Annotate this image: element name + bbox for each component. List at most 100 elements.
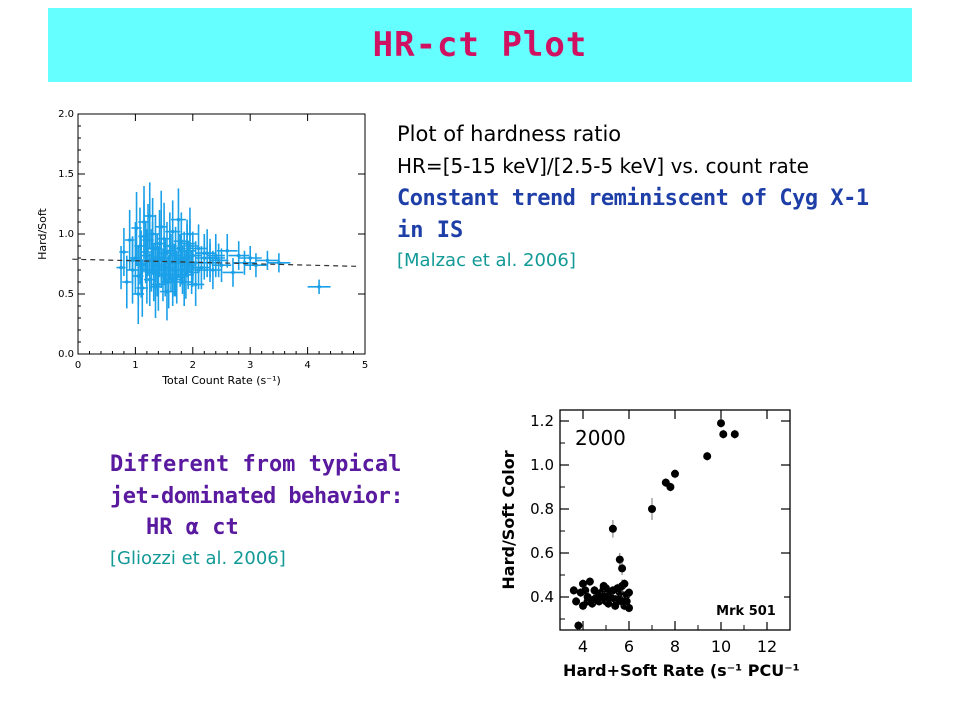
description-citation: [Malzac et al. 2006] bbox=[397, 250, 576, 271]
data-point bbox=[611, 601, 620, 610]
hardness-ratio-chart: 0 1 2 3 4 5 0.0 0.5 1.0 1.5 2.0 Total Count Rate (s… bbox=[36, 109, 368, 387]
data-point bbox=[145, 253, 149, 258]
data-point bbox=[265, 258, 270, 263]
description-line-1: Plot of hardness ratio bbox=[397, 122, 622, 146]
data-point bbox=[581, 586, 590, 595]
data-point bbox=[170, 277, 175, 282]
comparison-line-2: jet-dominated behavior: bbox=[110, 484, 404, 509]
data-point bbox=[236, 253, 241, 258]
data-point bbox=[211, 268, 215, 272]
data-point bbox=[139, 263, 143, 267]
data-point bbox=[127, 238, 132, 242]
data-point bbox=[620, 579, 629, 588]
description-line-3: Constant trend reminiscent of Cyg X-1 bbox=[397, 186, 869, 211]
hardness-ratio-plot-area: 0 1 2 3 4 5 0.0 0.5 1.0 1.5 2.0 Total Count Rate (s… bbox=[36, 109, 368, 387]
data-point bbox=[618, 597, 627, 606]
y-tick-label: 1.2 bbox=[530, 412, 554, 430]
x-axis-label: Hard+Soft Rate (s⁻¹ PCU⁻¹) bbox=[563, 661, 800, 680]
data-point bbox=[166, 280, 171, 284]
data-point bbox=[730, 430, 739, 439]
y-tick-label: 1.5 bbox=[58, 169, 74, 180]
data-point bbox=[185, 241, 189, 246]
data-point bbox=[579, 579, 587, 588]
mrk501-chart: 4 6 8 10 12 0.4 0.6 0.8 1.0 1.2 Hard+Soft Rate (s⁻… bbox=[499, 409, 800, 680]
y-tick-label: 1.0 bbox=[58, 229, 74, 240]
x-tick-label: 12 bbox=[757, 637, 777, 656]
x-tick-label: 6 bbox=[624, 637, 634, 656]
data-point bbox=[202, 251, 207, 255]
comparison-line-1: Different from typical bbox=[110, 452, 402, 477]
data-point bbox=[277, 261, 281, 265]
y-tick-label: 0.4 bbox=[530, 588, 554, 606]
data-point bbox=[188, 232, 192, 236]
data-point bbox=[216, 258, 221, 263]
data-point bbox=[719, 430, 728, 439]
data-point bbox=[585, 577, 594, 586]
data-point bbox=[150, 246, 155, 251]
data-point bbox=[317, 285, 321, 289]
data-point bbox=[569, 586, 578, 595]
x-tick-label: 8 bbox=[670, 637, 680, 656]
data-point bbox=[196, 268, 201, 272]
data-point bbox=[231, 270, 235, 275]
data-point bbox=[618, 564, 627, 573]
trend-line bbox=[72, 258, 360, 267]
data-point bbox=[159, 225, 164, 229]
data-point bbox=[671, 469, 679, 478]
description-line-4: in IS bbox=[397, 218, 464, 243]
y-tick-label: 0.6 bbox=[530, 544, 554, 562]
data-point bbox=[193, 282, 198, 287]
comparison-line-3: HR α ct bbox=[146, 515, 239, 540]
data-point bbox=[599, 582, 608, 590]
y-tick-label: 2.0 bbox=[58, 109, 74, 120]
data-point bbox=[130, 258, 135, 263]
data-point bbox=[193, 261, 198, 265]
description-line-2: HR=[5-15 keV]/[2.5-5 keV] vs. count rate bbox=[397, 154, 809, 178]
data-point bbox=[574, 621, 583, 630]
y-tick-label: 0.5 bbox=[58, 289, 74, 300]
data-point bbox=[182, 280, 186, 284]
title-bar: HR-ct Plot bbox=[48, 8, 912, 82]
data-point bbox=[191, 265, 195, 270]
data-point bbox=[608, 524, 617, 533]
data-point bbox=[170, 229, 175, 234]
data-point bbox=[583, 593, 592, 601]
data-point bbox=[625, 588, 633, 597]
x-tick-label: 2 bbox=[190, 360, 196, 371]
data-point bbox=[142, 234, 146, 239]
y-axis-label: Hard/Soft Color bbox=[499, 450, 518, 589]
data-point bbox=[124, 280, 129, 284]
y-tick-label: 0.0 bbox=[58, 349, 74, 360]
y-tick-label: 1.0 bbox=[530, 456, 554, 474]
x-tick-label: 3 bbox=[247, 360, 253, 371]
x-tick-label: 4 bbox=[578, 637, 588, 656]
data-point bbox=[572, 597, 581, 606]
data-point bbox=[248, 256, 252, 260]
data-point bbox=[225, 249, 230, 253]
data-point bbox=[703, 452, 712, 461]
data-point bbox=[173, 273, 178, 277]
data-point bbox=[579, 601, 587, 610]
data-point bbox=[625, 604, 633, 612]
x-tick-label: 10 bbox=[711, 637, 731, 656]
data-point bbox=[604, 599, 613, 608]
data-point bbox=[176, 217, 181, 222]
x-tick-label: 0 bbox=[75, 360, 81, 371]
data-point bbox=[165, 251, 169, 255]
data-point bbox=[648, 505, 656, 513]
plot-frame bbox=[77, 113, 366, 355]
data-point bbox=[196, 246, 201, 251]
x-tick-label: 4 bbox=[304, 360, 310, 371]
source-label: Mrk 501 bbox=[716, 604, 776, 619]
y-tick-label: 0.8 bbox=[530, 500, 554, 518]
data-point bbox=[165, 289, 169, 294]
data-point bbox=[134, 226, 139, 230]
data-point bbox=[717, 419, 725, 428]
data-point bbox=[153, 285, 158, 289]
data-point bbox=[119, 265, 123, 270]
data-point bbox=[613, 584, 622, 593]
data-point bbox=[615, 555, 624, 564]
data-point bbox=[157, 241, 162, 246]
source-label-box bbox=[708, 596, 784, 622]
data-point bbox=[666, 483, 675, 491]
